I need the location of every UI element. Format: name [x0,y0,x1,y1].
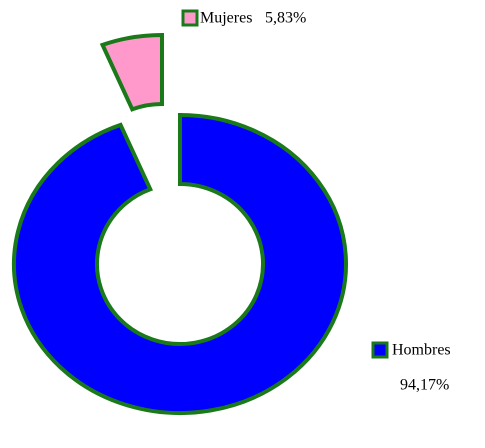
value-label: 94,17% [400,377,449,394]
donut-slice [99,32,164,112]
value-label: 5,83% [265,10,306,27]
legend-marker [371,341,389,359]
donut-slice [12,112,348,415]
legend-marker [181,9,199,27]
legend-label: Mujeres [200,10,252,27]
legend-label: Hombres [392,342,451,359]
